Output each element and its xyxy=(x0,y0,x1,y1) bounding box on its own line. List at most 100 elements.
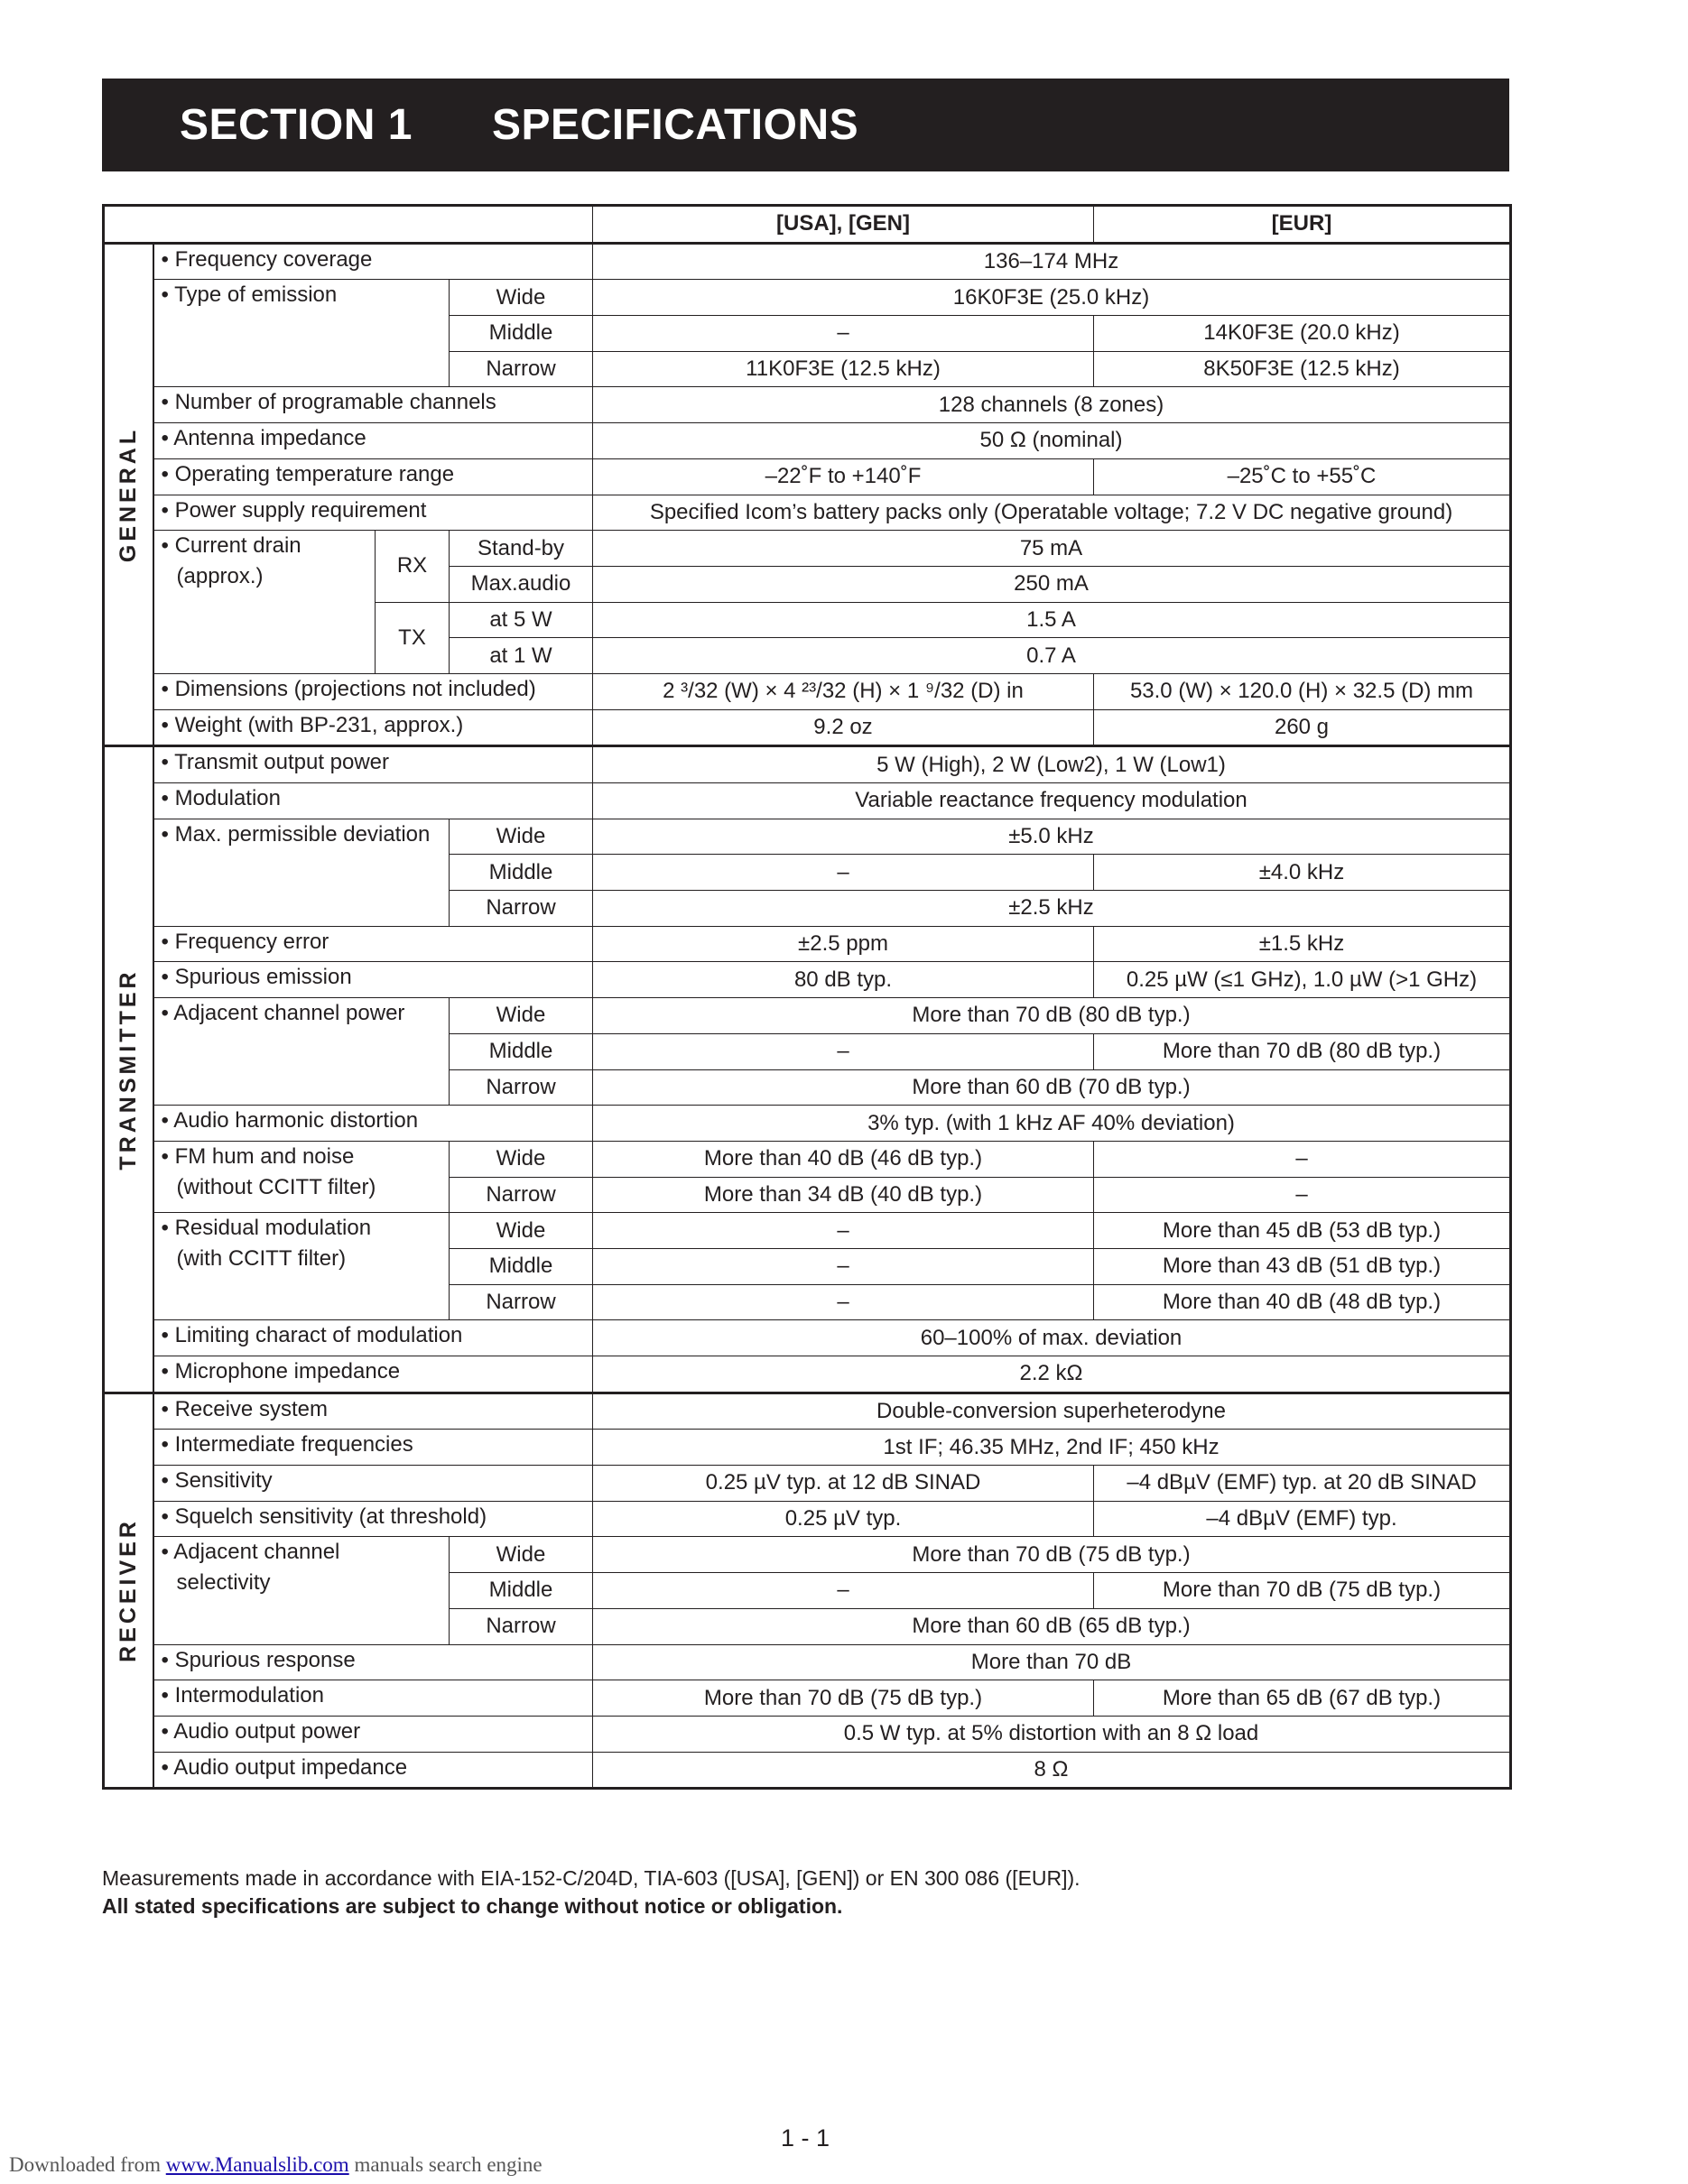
spec-label: • FM hum and noise (without CCITT filter) xyxy=(153,1140,450,1214)
table-row: Narrow More than 60 dB (70 dB typ.) xyxy=(104,1069,1511,1106)
table-row: RECEIVER • Receive system Double-conversio… xyxy=(103,1391,1511,1790)
spec-label: • Audio output impedance xyxy=(153,1751,593,1790)
spec-label: • Sensitivity xyxy=(153,1465,593,1502)
sub-label: Narrow xyxy=(449,1607,593,1645)
spec-label-line: • Squelch sensitivity (at threshold) xyxy=(161,1504,487,1529)
sub-label: Middle xyxy=(449,1032,593,1070)
value-usa: More than 70 dB (75 dB typ.) xyxy=(592,1680,1094,1717)
section-header-band: SECTION 1 SPECIFICATIONS xyxy=(102,79,1509,171)
spec-label: • Modulation xyxy=(153,782,593,819)
value-usa: More than 40 dB (46 dB typ.) xyxy=(592,1140,1094,1178)
sub-label: Narrow xyxy=(449,1069,593,1106)
spec-label: • Type of emission xyxy=(153,279,450,388)
spec-label: • Transmit output power xyxy=(153,745,593,783)
table-row: TX at 5 W 1.5 A xyxy=(104,601,1511,674)
spec-label-line: • Frequency error xyxy=(161,929,329,954)
spec-label: • Spurious response xyxy=(153,1643,593,1681)
group-label: TX xyxy=(375,601,450,674)
section-title: SPECIFICATIONS xyxy=(492,101,859,149)
spec-label-line: • Audio harmonic distortion xyxy=(161,1108,419,1134)
table-row: • Spurious response More than 70 dB xyxy=(104,1643,1511,1681)
spec-label-line: • Intermediate frequencies xyxy=(161,1432,413,1458)
spec-label: • Limiting charact of modulation xyxy=(153,1319,593,1356)
spec-label-line: • Type of emission xyxy=(161,282,338,308)
value-eur: 8K50F3E (12.5 kHz) xyxy=(1093,350,1511,388)
sub-label: Narrow xyxy=(449,350,593,388)
value-both: ±2.5 kHz xyxy=(592,890,1511,927)
table-row: • Adjacent channel selectivity Wide More th… xyxy=(104,1536,1511,1645)
value-eur: More than 40 dB (48 dB typ.) xyxy=(1093,1283,1511,1321)
value-eur: 53.0 (W) × 120.0 (H) × 32.5 (D) mm xyxy=(1093,672,1511,710)
spec-label-line: (with CCITT filter) xyxy=(176,1246,347,1272)
table-row: • Modulation Variable reactance frequency… xyxy=(104,782,1511,819)
value-eur: More than 65 dB (67 dB typ.) xyxy=(1093,1680,1511,1717)
section-label-text: RECEIVER xyxy=(116,1518,142,1663)
value-eur: – xyxy=(1093,1140,1511,1178)
table-row: Narrow ±2.5 kHz xyxy=(104,890,1511,927)
sub-label: Max.audio xyxy=(449,565,593,603)
value-usa: More than 34 dB (40 dB typ.) xyxy=(592,1176,1094,1214)
value-usa: – xyxy=(592,1247,1094,1285)
sub-label: at 1 W xyxy=(449,637,593,674)
spec-label-line: • Spurious response xyxy=(161,1647,356,1672)
spec-label-line: • Operating temperature range xyxy=(161,461,455,486)
spec-label-line: (approx.) xyxy=(176,564,264,589)
spec-label: • Adjacent channel selectivity xyxy=(153,1536,450,1645)
value-eur: 14K0F3E (20.0 kHz) xyxy=(1093,315,1511,352)
spec-label: • Antenna impedance xyxy=(153,422,593,459)
spec-label-line: • Adjacent channel xyxy=(161,1540,340,1565)
value-both: 250 mA xyxy=(592,565,1511,603)
value-both: Double-conversion superheterodyne xyxy=(592,1391,1511,1430)
value-usa: 0.25 µV typ. at 12 dB SINAD xyxy=(592,1465,1094,1502)
value-eur: 260 g xyxy=(1093,708,1511,747)
spec-label-line: • Microphone impedance xyxy=(161,1359,401,1384)
header-blank-cell xyxy=(103,205,593,245)
value-both: More than 60 dB (65 dB typ.) xyxy=(592,1607,1511,1645)
value-eur: More than 45 dB (53 dB typ.) xyxy=(1093,1212,1511,1249)
sub-label: Wide xyxy=(449,997,593,1034)
value-both: 8 Ω xyxy=(592,1751,1511,1790)
value-both: 1.5 A xyxy=(592,601,1511,639)
table-row: Narrow – More than 40 dB (48 dB typ.) xyxy=(104,1283,1511,1321)
sub-label: Middle xyxy=(449,854,593,892)
spec-label-line: • Number of programable channels xyxy=(161,390,496,415)
column-header-eur: [EUR] xyxy=(1093,205,1511,245)
table-row: • Spurious emission 80 dB typ. 0.25 µW (≤1… xyxy=(104,961,1511,999)
column-header-usa: [USA], [GEN] xyxy=(592,205,1094,245)
measurement-note: Measurements made in accordance with EIA… xyxy=(102,1866,1081,1890)
sub-label: Wide xyxy=(449,1212,593,1249)
spec-label-line: • Spurious emission xyxy=(161,965,352,990)
section-label-receiver: RECEIVER xyxy=(103,1391,154,1790)
spec-label-line: • Max. permissible deviation xyxy=(161,821,431,847)
value-usa: – xyxy=(592,1572,1094,1609)
spec-label-line: • Audio output impedance xyxy=(161,1754,408,1780)
table-row: • Microphone impedance 2.2 kΩ xyxy=(104,1356,1511,1393)
value-eur: More than 70 dB (75 dB typ.) xyxy=(1093,1572,1511,1609)
download-prefix: Downloaded from xyxy=(9,2153,166,2176)
table-row: • Dimensions (projections not included) 2… xyxy=(104,672,1511,710)
value-usa: – xyxy=(592,1212,1094,1249)
value-usa: 9.2 oz xyxy=(592,708,1094,747)
spec-label-line: • Residual modulation xyxy=(161,1216,372,1241)
spec-label-line: • Current drain xyxy=(161,533,301,559)
manualslib-link[interactable]: www.Manualslib.com xyxy=(165,2153,349,2176)
spec-label: • Operating temperature range xyxy=(153,458,593,495)
value-both: 75 mA xyxy=(592,530,1511,567)
spec-label-line: • Limiting charact of modulation xyxy=(161,1323,463,1348)
value-both: 60–100% of max. deviation xyxy=(592,1319,1511,1356)
value-eur: ±1.5 kHz xyxy=(1093,925,1511,963)
download-suffix: manuals search engine xyxy=(348,2153,543,2176)
table-row: Narrow More than 34 dB (40 dB typ.) – xyxy=(104,1176,1511,1214)
table-row: • FM hum and noise (without CCITT filter)… xyxy=(104,1140,1511,1214)
sub-label: Wide xyxy=(449,1536,593,1574)
spec-label: • Audio harmonic distortion xyxy=(153,1105,593,1142)
value-both: 2.2 kΩ xyxy=(592,1356,1511,1393)
value-eur: 0.25 µW (≤1 GHz), 1.0 µW (>1 GHz) xyxy=(1093,961,1511,999)
value-both: 136–174 MHz xyxy=(592,242,1511,281)
value-eur: More than 43 dB (51 dB typ.) xyxy=(1093,1247,1511,1285)
spec-label: • Dimensions (projections not included) xyxy=(153,672,593,710)
value-eur: –4 dBµV (EMF) typ. at 20 dB SINAD xyxy=(1093,1465,1511,1502)
table-row: • Antenna impedance 50 Ω (nominal) xyxy=(104,422,1511,459)
table-row: TRANSMITTER • Transmit output power 5 W (H… xyxy=(103,745,1511,1393)
spec-label-line: • Intermodulation xyxy=(161,1683,325,1708)
